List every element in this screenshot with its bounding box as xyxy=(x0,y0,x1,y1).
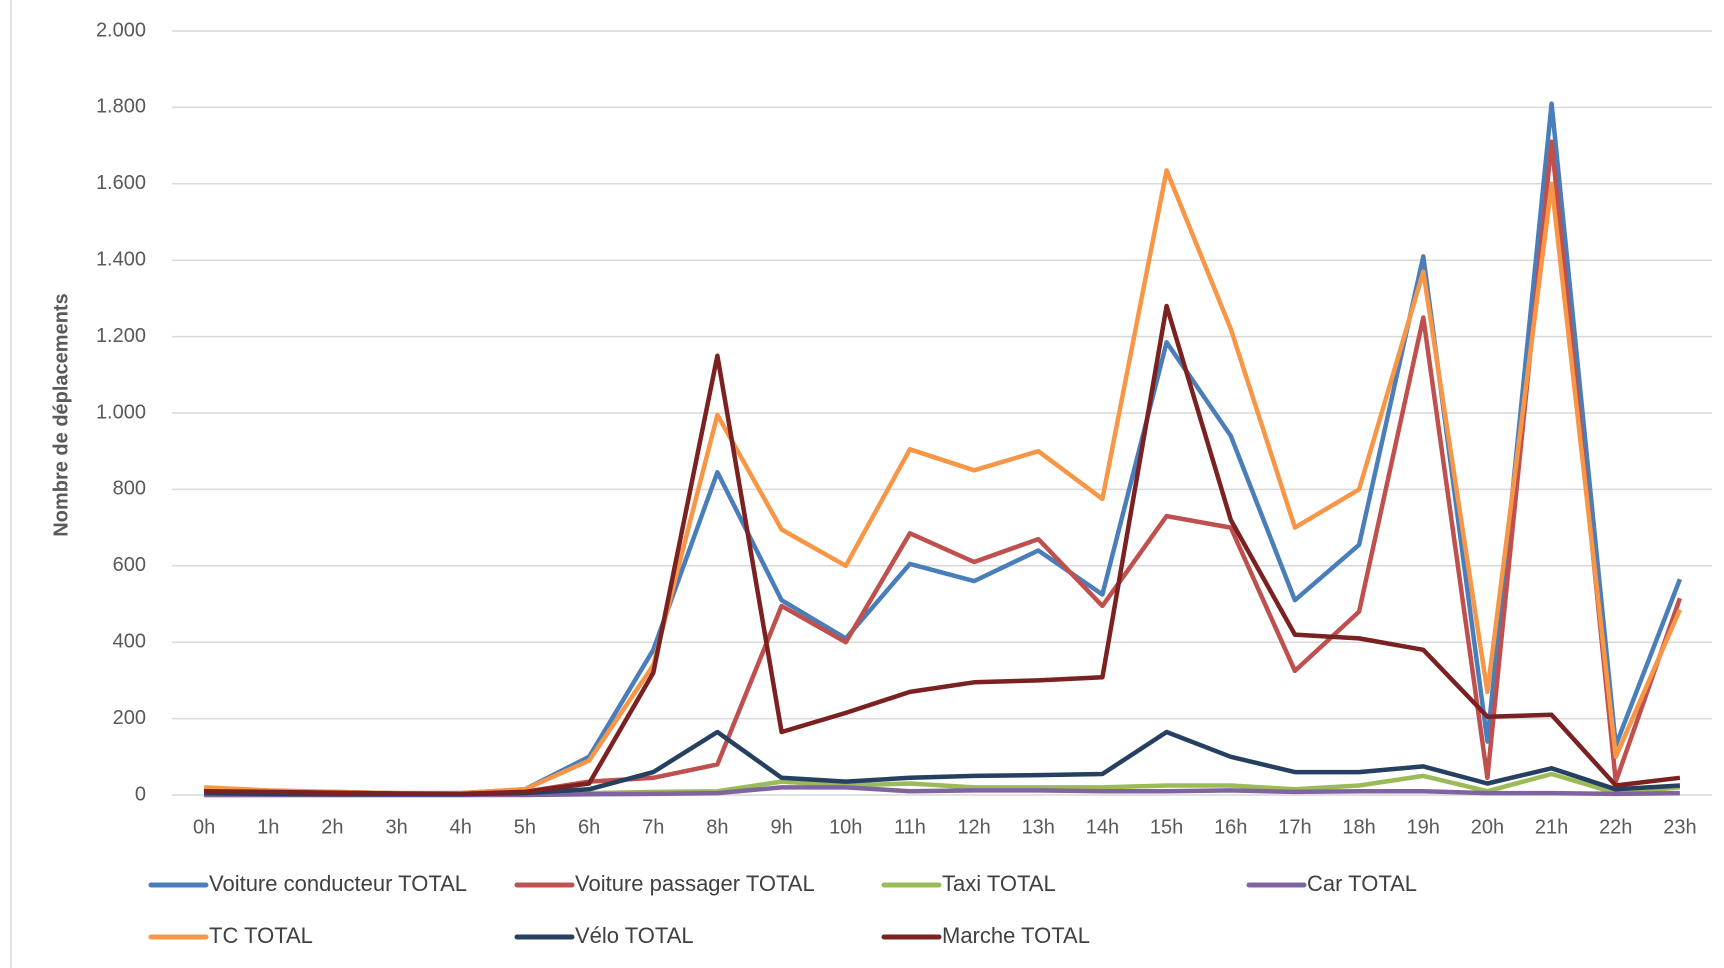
legend-label: Marche TOTAL xyxy=(942,923,1090,948)
x-tick-label: 8h xyxy=(706,816,728,838)
x-tick-label: 2h xyxy=(321,816,343,838)
legend-label: TC TOTAL xyxy=(209,923,313,948)
legend-label: Voiture conducteur TOTAL xyxy=(209,871,467,896)
y-tick-label: 1.200 xyxy=(96,325,146,347)
x-tick-label: 21h xyxy=(1535,816,1568,838)
x-tick-label: 0h xyxy=(193,816,215,838)
x-tick-label: 15h xyxy=(1150,816,1183,838)
y-tick-label: 1.000 xyxy=(96,401,146,423)
x-tick-label: 11h xyxy=(894,816,926,838)
x-tick-label: 23h xyxy=(1663,816,1696,838)
series-line xyxy=(203,168,1682,796)
x-tick-label: 12h xyxy=(957,816,990,838)
y-tick-label: 0 xyxy=(135,783,146,805)
y-tick-label: 400 xyxy=(113,630,146,652)
x-tick-label: 14h xyxy=(1086,816,1119,838)
x-tick-label: 4h xyxy=(450,816,472,838)
y-tick-label: 1.800 xyxy=(96,96,146,118)
y-tick-label: 1.400 xyxy=(96,248,146,270)
x-tick-label: 7h xyxy=(642,816,664,838)
x-tick-label: 19h xyxy=(1407,816,1440,838)
y-tick-label: 1.600 xyxy=(96,172,146,194)
y-tick-label: 2.000 xyxy=(96,19,146,41)
y-tick-label: 200 xyxy=(113,707,146,729)
x-tick-label: 20h xyxy=(1471,816,1504,838)
legend-label: Car TOTAL xyxy=(1307,871,1417,896)
x-tick-label: 13h xyxy=(1022,816,1055,838)
x-tick-label: 17h xyxy=(1278,816,1311,838)
x-tick-label: 5h xyxy=(514,816,536,838)
legend-label: Voiture passager TOTAL xyxy=(575,871,815,896)
y-tick-label: 600 xyxy=(113,554,146,576)
x-tick-label: 3h xyxy=(385,816,407,838)
legend-label: Vélo TOTAL xyxy=(575,923,694,948)
x-tick-label: 9h xyxy=(770,816,792,838)
x-tick-label: 18h xyxy=(1342,816,1375,838)
series-line xyxy=(204,303,1681,797)
x-tick-label: 6h xyxy=(578,816,600,838)
series-line xyxy=(204,139,1683,797)
legend-label: Taxi TOTAL xyxy=(942,871,1056,896)
x-tick-label: 22h xyxy=(1599,816,1632,838)
x-tick-label: 10h xyxy=(829,816,862,838)
x-tick-label: 16h xyxy=(1214,816,1247,838)
y-tick-label: 800 xyxy=(113,478,146,500)
x-tick-label: 1h xyxy=(257,816,279,838)
y-axis-label: Nombre de déplacements xyxy=(50,293,72,536)
